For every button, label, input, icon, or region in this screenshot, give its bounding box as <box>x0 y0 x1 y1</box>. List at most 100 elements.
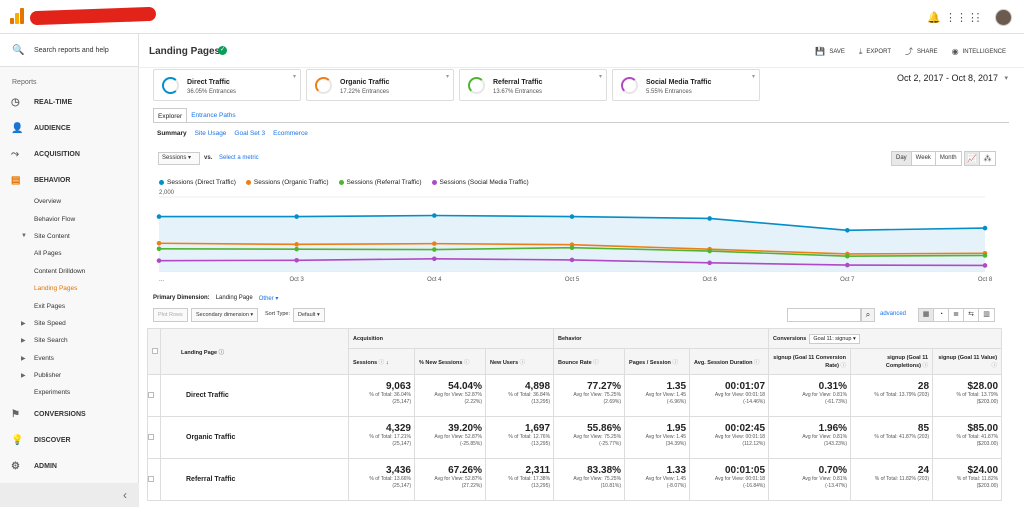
period-week-button[interactable]: Week <box>911 152 936 165</box>
legend-item[interactable]: Sessions (Referral Traffic) <box>338 179 422 186</box>
subtab-goal-set-3[interactable]: Goal Set 3 <box>234 130 266 137</box>
share-button[interactable]: ⤴ SHARE <box>905 46 938 57</box>
chevron-down-icon[interactable]: ▾ <box>292 74 296 80</box>
segment-card-referral-traffic[interactable]: Referral Traffic 13.67% Entrances ▾ <box>459 69 607 101</box>
sort-desc-icon[interactable]: ↓ <box>384 359 389 366</box>
sidebar-subitem-landing-pages[interactable]: Landing Pages <box>0 280 138 297</box>
more-vert-icon[interactable]: ⋮ <box>972 11 984 24</box>
sort-type-dropdown[interactable]: Default ▾ <box>293 308 325 322</box>
subtab-summary[interactable]: Summary <box>157 130 187 137</box>
group-conversions: Conversions Goal 11: signup ▾ <box>768 328 1003 349</box>
pivot-view-icon[interactable]: ▥ <box>979 309 994 321</box>
primary-dimension-value: Landing Page <box>215 295 253 301</box>
cell-subtext-total: ($203.00) <box>976 441 999 447</box>
col-avg-session-duration[interactable]: Avg. Session Duration ⓘ <box>689 348 770 375</box>
cell-value: 83.38% <box>587 465 622 476</box>
row-checkbox[interactable] <box>148 391 154 398</box>
sidebar-subitem-all-pages[interactable]: All Pages <box>0 245 138 262</box>
segment-card-direct-traffic[interactable]: Direct Traffic 36.05% Entrances ▾ <box>153 69 301 101</box>
apps-grid-icon[interactable]: ⋮⋮⋮ <box>945 11 978 24</box>
intelligence-button[interactable]: ◉ INTELLIGENCE <box>952 46 1006 57</box>
segment-card-organic-traffic[interactable]: Organic Traffic 17.22% Entrances ▾ <box>306 69 454 101</box>
sidebar-item-real-time[interactable]: ◷ REAL-TIME <box>0 89 138 115</box>
tab-explorer[interactable]: Explorer <box>153 108 188 123</box>
primary-dimension-other[interactable]: Other ▾ <box>258 296 279 302</box>
row-landing-page[interactable]: Direct Traffic <box>160 374 349 417</box>
analytics-logo-icon[interactable] <box>10 8 24 24</box>
row-checkbox[interactable] <box>148 475 154 482</box>
subtab-site-usage[interactable]: Site Usage <box>194 130 227 137</box>
table-view-icon[interactable]: ▦ <box>919 309 934 321</box>
legend-item[interactable]: Sessions (Direct Traffic) <box>159 179 236 186</box>
col-signup-goal-11-completions[interactable]: signup (Goal 11 Completions) ⓘ <box>850 348 934 375</box>
tab-entrance-paths[interactable]: Entrance Paths <box>191 112 236 119</box>
chevron-down-icon[interactable]: ▾ <box>751 74 755 80</box>
col-pages-session[interactable]: Pages / Session ⓘ <box>624 348 691 375</box>
table-search-input[interactable] <box>787 308 861 322</box>
sidebar-item-discover[interactable]: 💡 DISCOVER <box>0 428 138 454</box>
sidebar-item-admin[interactable]: ⚙ ADMIN <box>0 454 138 480</box>
select-all-checkbox[interactable] <box>152 347 158 354</box>
goal-select-dropdown[interactable]: Goal 11: signup ▾ <box>809 333 860 344</box>
chevron-down-icon[interactable]: ▾ <box>598 74 602 80</box>
sidebar-subitem-site-content[interactable]: ▼ Site Content <box>0 228 138 245</box>
col-landing-page[interactable]: Landing Page ⓘ <box>160 328 349 375</box>
plot-rows-button[interactable]: Plot Rows <box>153 308 188 322</box>
row-landing-page[interactable]: Organic Traffic <box>160 416 349 459</box>
sidebar-item-acquisition[interactable]: ⤳ ACQUISITION <box>0 141 138 167</box>
table-cell: 1.95 Avg for View: 1.45 (34.39%) <box>624 416 691 459</box>
period-month-button[interactable]: Month <box>935 152 961 165</box>
comparison-view-icon[interactable]: ⇆ <box>964 309 979 321</box>
sidebar-subitem-content-drilldown[interactable]: Content Drilldown <box>0 263 138 280</box>
avatar[interactable] <box>995 8 1012 26</box>
col-signup-goal-11-conversion-rate[interactable]: signup (Goal 11 Conversion Rate) ⓘ <box>768 348 852 375</box>
sidebar-subitem-publisher[interactable]: ▶ Publisher <box>0 367 138 384</box>
col-signup-goal-11-value[interactable]: signup (Goal 11 Value) ⓘ <box>932 348 1003 375</box>
bell-icon[interactable]: 🔔 <box>927 11 941 24</box>
sidebar-subitem-behavior-flow[interactable]: Behavior Flow <box>0 210 138 227</box>
row-landing-page[interactable]: Referral Traffic <box>160 458 349 501</box>
search-input[interactable]: Search reports and help <box>34 46 109 54</box>
cell-value: $24.00 <box>967 465 999 476</box>
sidebar-item-audience[interactable]: 👤 AUDIENCE <box>0 115 138 141</box>
motion-chart-icon[interactable]: ⁂ <box>980 152 995 165</box>
line-chart-icon[interactable]: 📈 <box>965 152 980 165</box>
legend-item[interactable]: Sessions (Social Media Traffic) <box>431 179 529 186</box>
sidebar-subitem-site-search[interactable]: ▶ Site Search <box>0 332 138 349</box>
col-new-users[interactable]: New Users ⓘ <box>484 348 555 375</box>
segment-card-social-media-traffic[interactable]: Social Media Traffic 5.55% Entrances ▾ <box>612 69 760 101</box>
col-bounce-rate[interactable]: Bounce Rate ⓘ <box>553 348 626 375</box>
cell-subtext-total: (-25.85%) <box>460 441 482 447</box>
subtab-ecommerce[interactable]: Ecommerce <box>273 130 308 137</box>
sidebar-item-behavior[interactable]: ▤ BEHAVIOR <box>0 167 138 193</box>
segment-donut-icon <box>468 77 485 94</box>
sidebar-subitem-exit-pages[interactable]: Exit Pages <box>0 297 138 314</box>
search-icon[interactable]: ⌕ <box>861 308 875 322</box>
period-day-button[interactable]: Day <box>892 152 912 165</box>
sidebar-subitem-overview[interactable]: Overview <box>0 193 138 210</box>
col-new-sessions[interactable]: % New Sessions ⓘ <box>414 348 486 375</box>
cell-value: 54.04% <box>448 381 482 392</box>
chevron-down-icon[interactable]: ▾ <box>445 74 449 80</box>
chevron-down-icon[interactable]: ▾ <box>1004 75 1008 82</box>
pie-view-icon[interactable]: ◔ <box>934 309 949 321</box>
metric-select[interactable]: Sessions ▾ <box>158 152 200 165</box>
sidebar-subitem-site-speed[interactable]: ▶ Site Speed <box>0 315 138 332</box>
legend-item[interactable]: Sessions (Organic Traffic) <box>245 179 329 186</box>
sidebar-subitem-experiments[interactable]: Experiments <box>0 384 138 401</box>
select-metric-link[interactable]: Select a metric <box>219 155 259 161</box>
secondary-dimension-dropdown[interactable]: Secondary dimension ▾ <box>191 308 259 322</box>
export-button[interactable]: ⤓ EXPORT <box>859 46 891 57</box>
sidebar-item-conversions[interactable]: ⚑ CONVERSIONS <box>0 402 138 428</box>
col-sessions[interactable]: Sessions ⓘ ↓ <box>348 348 415 375</box>
collapse-sidebar-button[interactable]: ‹ <box>0 483 139 507</box>
row-checkbox[interactable] <box>148 433 154 440</box>
cell-subtext: Avg for View: 00:01:18 <box>714 476 766 482</box>
performance-view-icon[interactable]: ≣ <box>949 309 964 321</box>
sidebar-subitem-events[interactable]: ▶ Events <box>0 350 138 367</box>
save-button[interactable]: 💾 SAVE <box>815 46 845 57</box>
row-select-cell <box>147 374 161 417</box>
search-reports[interactable]: 🔍 Search reports and help <box>0 34 138 67</box>
date-range-picker[interactable]: Oct 2, 2017 - Oct 8, 2017 <box>896 73 998 83</box>
advanced-filter-link[interactable]: advanced <box>880 311 907 317</box>
